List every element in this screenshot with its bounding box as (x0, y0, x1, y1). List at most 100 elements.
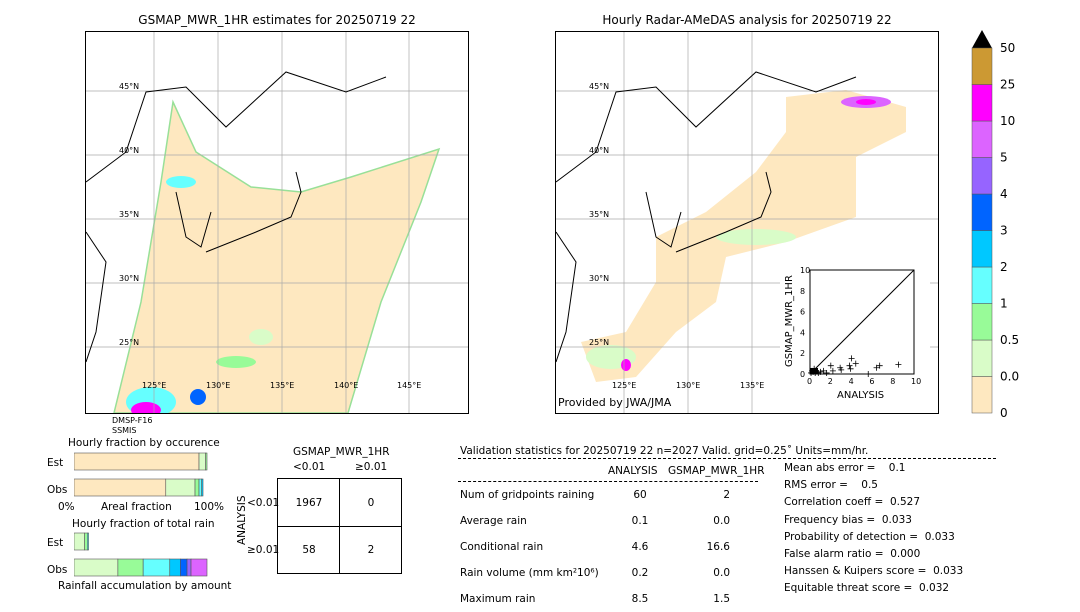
stat-gsmap: 16.6 (706, 541, 730, 553)
lat-label: 40°N (589, 146, 609, 155)
score: Probability of detection = 0.033 (784, 530, 955, 543)
obs-label: Obs (47, 484, 68, 496)
colorbar-tick: 3 (1000, 224, 1008, 238)
cell: 0 (367, 497, 375, 509)
score: Mean abs error = 0.1 (784, 462, 906, 474)
est-bar-segment (205, 452, 208, 471)
stat-label: Rain volume (mm km²10⁶) (460, 567, 599, 579)
scatter-point (848, 355, 855, 362)
col-gsmap: GSMAP_MWR_1HR (668, 465, 765, 477)
stat-label: Conditional rain (460, 541, 544, 553)
colorbar-tick: 25 (1000, 78, 1015, 92)
rain-fraction-xlabel: Rainfall accumulation by amount (58, 580, 232, 592)
colorbar-tick: 4 (1000, 187, 1008, 201)
colorbar: 0 0.01 0.5 1 2 3 4 5 10 25 50 (971, 30, 1020, 418)
tick-0: 0% (58, 501, 75, 513)
rain-blob (166, 176, 196, 188)
row-header: <0.01 (247, 497, 280, 509)
est-bar-segment (87, 532, 89, 551)
est-bar-segment (74, 532, 85, 551)
colorbar-segment (971, 47, 993, 85)
colorbar-segment (971, 266, 993, 304)
colorbar-tick: 0.01 (1000, 370, 1020, 384)
x-tick: 10 (911, 377, 921, 386)
stat-label: Maximum rain (460, 593, 536, 605)
obs-bar-segment (74, 558, 119, 577)
obs-bar-segment (190, 558, 208, 577)
lat-label: 30°N (119, 274, 139, 283)
stat-gsmap: 2 (723, 489, 730, 501)
rain-blob (131, 402, 161, 413)
obs-bar-segment (165, 478, 196, 497)
right-map-title: Hourly Radar-AMeDAS analysis for 2025071… (602, 13, 892, 27)
score: False alarm ratio = 0.000 (784, 548, 921, 560)
diagonal-line (809, 269, 915, 375)
col-analysis: ANALYSIS (608, 465, 658, 477)
obs-bar-segment (74, 478, 167, 497)
contingency-title: GSMAP_MWR_1HR (293, 446, 390, 458)
obs-bar-segment (180, 558, 188, 577)
rain-fraction-title: Hourly fraction of total rain (72, 518, 215, 530)
stats-header: Validation statistics for 20250719 22 n=… (460, 445, 869, 457)
obs-bar-segment (142, 558, 171, 577)
score: Frequency bias = 0.033 (784, 513, 912, 526)
est-bar-segment (84, 532, 88, 551)
contingency-table: 1967 0 58 2 (277, 478, 402, 574)
y-tick: 6 (800, 308, 805, 317)
est-label: Est (47, 457, 64, 469)
y-tick: 4 (800, 328, 805, 337)
lat-label: 25°N (589, 338, 609, 347)
scatter-point (827, 362, 834, 369)
scatter-point (865, 371, 872, 377)
rain-blob (190, 389, 206, 405)
stat-label: Average rain (460, 515, 527, 527)
stat-analysis: 8.5 (631, 593, 649, 605)
lon-label: 130°E (206, 381, 230, 390)
col-header: <0.01 (293, 461, 326, 473)
colorbar-tick: 5 (1000, 151, 1008, 165)
stat-label: Num of gridpoints raining (460, 489, 595, 501)
swath (113, 99, 441, 413)
x-tick: 4 (849, 377, 854, 386)
colorbar-segment (971, 376, 993, 414)
scatter-point (838, 366, 845, 373)
colorbar-segment (971, 157, 993, 195)
colorbar-segment (971, 84, 993, 122)
rain-fraction-bars (74, 532, 208, 577)
left-map: 45°N 40°N 35°N 30°N 25°N 125°E 130°E 135°E 140°E… (85, 31, 469, 414)
rain-blob (621, 359, 631, 371)
scatter-point (873, 364, 880, 371)
scatter-point (895, 361, 902, 368)
col-header: ≥0.01 (355, 461, 388, 473)
score: RMS error = 0.5 (784, 479, 878, 492)
occurrence-title: Hourly fraction by occurence (68, 437, 220, 449)
colorbar-segment (971, 339, 993, 377)
credit-text: Provided by JWA/JMA (558, 396, 672, 409)
colorbar-segment (971, 120, 993, 158)
colorbar-tick: 50 (1000, 41, 1015, 55)
colorbar-extend (972, 30, 992, 48)
score: Hanssen & Kuipers score = 0.033 (784, 565, 964, 578)
x-axis-label: ANALYSIS (837, 390, 884, 401)
colorbar-tick: 0.5 (1000, 333, 1019, 347)
x-tick: 0 (807, 377, 812, 386)
colorbar-segment (971, 230, 993, 268)
cell: 2 (367, 544, 375, 556)
rain-blob (856, 99, 876, 105)
scatter-point (820, 367, 827, 374)
obs-bar-segment (169, 558, 181, 577)
lat-label: 45°N (119, 82, 139, 91)
lat-label: 35°N (589, 210, 609, 219)
stat-analysis: 4.6 (631, 541, 649, 553)
x-tick: 2 (828, 377, 833, 386)
cell: 58 (302, 544, 316, 556)
rain-blob (249, 329, 273, 345)
y-axis-label: GSMAP_MWR_1HR (784, 275, 795, 367)
rain-blob (716, 229, 796, 245)
score: Correlation coeff = 0.527 (784, 496, 920, 509)
stat-gsmap: 1.5 (713, 593, 730, 605)
lon-label: 145°E (397, 381, 421, 390)
stat-gsmap: 0.0 (713, 515, 730, 527)
lon-label: 140°E (334, 381, 358, 390)
cell: 1967 (295, 497, 323, 509)
